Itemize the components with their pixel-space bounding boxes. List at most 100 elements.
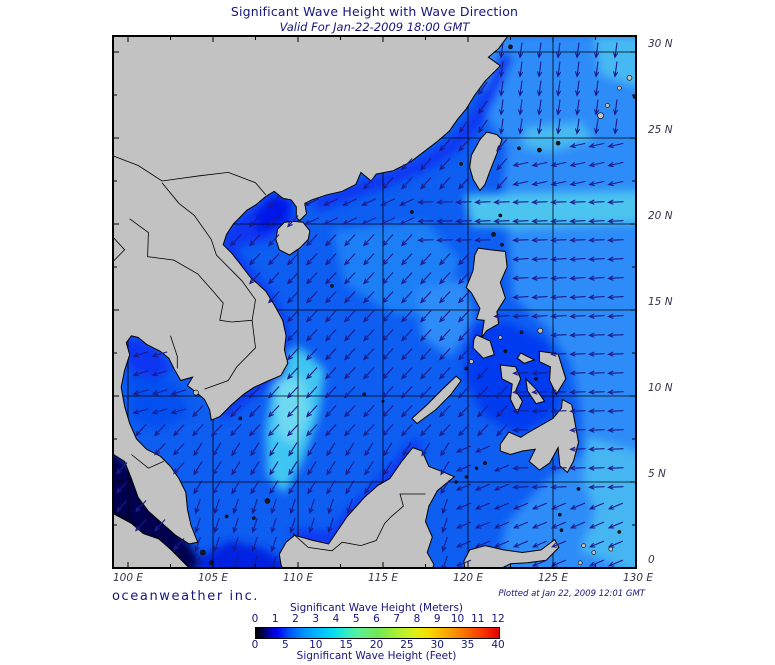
island-dot [260, 569, 265, 574]
x-tick-label: 115 E [367, 572, 399, 584]
island-dot [491, 232, 496, 237]
small-islands [193, 44, 636, 574]
plotted-timestamp: Plotted at Jan 22, 2009 12:01 GMT [498, 589, 645, 599]
border-malaysia-thailand [131, 454, 164, 469]
patch-luzon-strait-cyan [464, 191, 636, 228]
y-tick-label: 10 N [648, 382, 673, 394]
x-tick-label: 110 E [282, 572, 314, 584]
patch-tonkin-core [255, 194, 293, 235]
island-dot [517, 146, 521, 151]
border-thailand-cambodia [170, 335, 178, 369]
island-dot [626, 75, 633, 81]
island-dot [537, 327, 544, 334]
land-samar-leyte [538, 350, 567, 396]
island-dot [474, 466, 479, 470]
legend-colorbar [255, 627, 500, 639]
island-dot [483, 461, 487, 465]
y-tick-label: 15 N [648, 296, 673, 308]
island-dot [193, 389, 199, 396]
island-dot [576, 487, 581, 491]
legend-meters-tick: 7 [393, 613, 401, 625]
land-taiwan [469, 131, 503, 192]
land-mindoro [472, 334, 495, 359]
x-tick-label: 130 E [622, 572, 654, 584]
land-masbate [516, 352, 536, 364]
legend-meters-tick: 2 [292, 613, 299, 625]
island-dot [498, 213, 503, 218]
x-tick-label: 105 E [197, 572, 229, 584]
header: Significant Wave Height with Wave Direct… [113, 4, 636, 34]
legend-feet-tick: 40 [491, 639, 505, 651]
plot-border [112, 35, 637, 569]
legend-title-feet: Significant Wave Height (Feet) [296, 650, 457, 662]
island-dot [555, 140, 561, 146]
patch-ne-corner-cyan [594, 36, 636, 87]
island-dot [534, 376, 538, 381]
map-layers [113, 36, 636, 574]
legend-feet-tick: 20 [369, 639, 384, 651]
island-dot [591, 550, 597, 555]
legend-meters-tick: 0 [251, 613, 259, 625]
island-dot [381, 399, 385, 403]
border-borneo-internal [292, 493, 426, 552]
legend-meters-tick: 4 [332, 613, 340, 625]
island-dot [238, 416, 242, 421]
island-dot [362, 392, 367, 397]
y-tick-label: 30 N [648, 38, 673, 50]
page-title: Significant Wave Height with Wave Direct… [230, 4, 519, 19]
oceanweather-logo: oceanweather inc. [112, 589, 260, 604]
patch-vietnam-cyan-core [275, 378, 310, 446]
island-dot [464, 366, 469, 371]
island-dot [559, 528, 564, 532]
axis-ticks [113, 36, 636, 568]
legend-feet-tick: 5 [282, 639, 289, 651]
x-tick-label: 100 E [112, 572, 144, 584]
island-dot [608, 546, 614, 552]
island-dot [577, 560, 583, 566]
land-hainan [275, 220, 311, 256]
y-tick-label: 20 N [648, 210, 673, 222]
island-dot [252, 516, 256, 520]
country-borders [113, 155, 426, 552]
patch-china-coast-dark [313, 52, 512, 210]
island-dot [410, 210, 414, 214]
island-dot [454, 480, 458, 484]
y-tick-label: 5 N [648, 468, 666, 480]
legend-meters-tick: 5 [352, 613, 360, 625]
island-dot [617, 530, 622, 534]
island-dot [469, 359, 474, 364]
legend-feet-tick: 25 [400, 639, 414, 651]
legend-meters-tick: 10 [450, 613, 465, 625]
wave-direction-arrows [115, 42, 624, 568]
legend-meters-tick: 12 [491, 613, 505, 625]
legend-meters-tick: 8 [413, 613, 421, 625]
patch-gulf-thailand-mid [124, 370, 190, 431]
border-china-south [113, 155, 267, 196]
island-dot [200, 549, 206, 556]
island-dot [464, 475, 468, 479]
island-dot [503, 349, 508, 354]
land-mindanao [499, 398, 580, 474]
island-dot [616, 85, 622, 91]
y-tick-label: 0 [648, 554, 655, 566]
island-dot [500, 242, 504, 247]
legend-feet-tick: 30 [430, 639, 444, 651]
legend-feet-tick: 35 [460, 639, 475, 651]
island-dot [498, 335, 503, 340]
border-thailand-laos [129, 218, 253, 323]
island-dot [459, 162, 464, 166]
patch-java-sea-dark [199, 540, 292, 568]
border-cambodia-vietnam [204, 320, 256, 390]
legend-meters-tick: 11 [471, 613, 485, 625]
border-vietnam-laos [161, 182, 256, 321]
island-dot [264, 498, 271, 504]
legend-meters-tick: 3 [312, 613, 320, 625]
legend-meters-tick: 1 [271, 613, 279, 625]
island-dot [581, 543, 586, 548]
island-dot [605, 103, 610, 108]
legend-feet-tick: 15 [339, 639, 353, 651]
legend-feet-tick: 0 [251, 639, 259, 651]
island-dot [330, 284, 334, 288]
patch-pacific-light [473, 36, 636, 568]
